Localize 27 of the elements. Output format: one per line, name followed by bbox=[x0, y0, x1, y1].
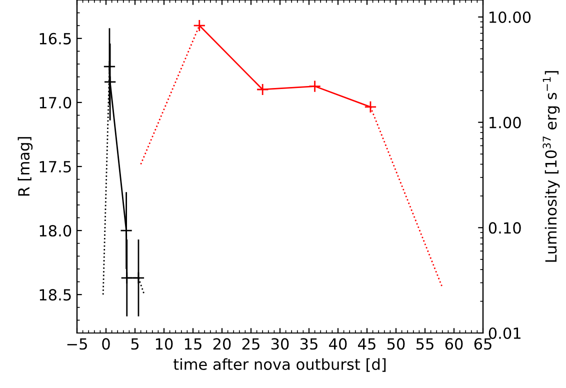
x-tick-label: 5 bbox=[131, 338, 139, 350]
x-tick-label: 10 bbox=[156, 338, 173, 350]
x-tick-label: 30 bbox=[271, 338, 289, 350]
y-tick-label: 18.5 bbox=[40, 289, 71, 301]
x-tick-label: −5 bbox=[67, 338, 87, 350]
y2-tick-label: 1.00 bbox=[490, 116, 521, 128]
x-tick-label: 40 bbox=[329, 338, 347, 350]
x-tick-label: 25 bbox=[242, 338, 260, 350]
x-tick-label: 0 bbox=[102, 338, 110, 350]
x-tick-label: 60 bbox=[445, 338, 463, 350]
y2-axis-title: Luminosity [10$^{37}$ erg s$^{−1}$] bbox=[542, 71, 560, 262]
x-tick-label: 55 bbox=[416, 338, 434, 350]
y2-tick-label: 0.01 bbox=[488, 327, 520, 340]
y-tick-label: 17.5 bbox=[40, 161, 71, 173]
x-tick-label: 35 bbox=[300, 338, 318, 350]
x-tick-label: 15 bbox=[184, 338, 202, 350]
x-axis-title: time after nova outburst [d] bbox=[174, 358, 386, 372]
y2-tick-label: 0.10 bbox=[488, 222, 521, 234]
x-tick-label: 20 bbox=[213, 338, 231, 350]
y2-tick-label: 10.00 bbox=[490, 11, 531, 24]
x-tick-label: 45 bbox=[358, 338, 376, 350]
y-tick-label: 16.5 bbox=[40, 32, 71, 44]
y-tick-label: 17.0 bbox=[40, 96, 72, 108]
x-tick-label: 65 bbox=[474, 338, 492, 350]
y-axis-title: R [mag] bbox=[18, 137, 33, 196]
x-tick-label: 50 bbox=[387, 338, 405, 350]
y-tick-label: 18.0 bbox=[40, 225, 72, 237]
